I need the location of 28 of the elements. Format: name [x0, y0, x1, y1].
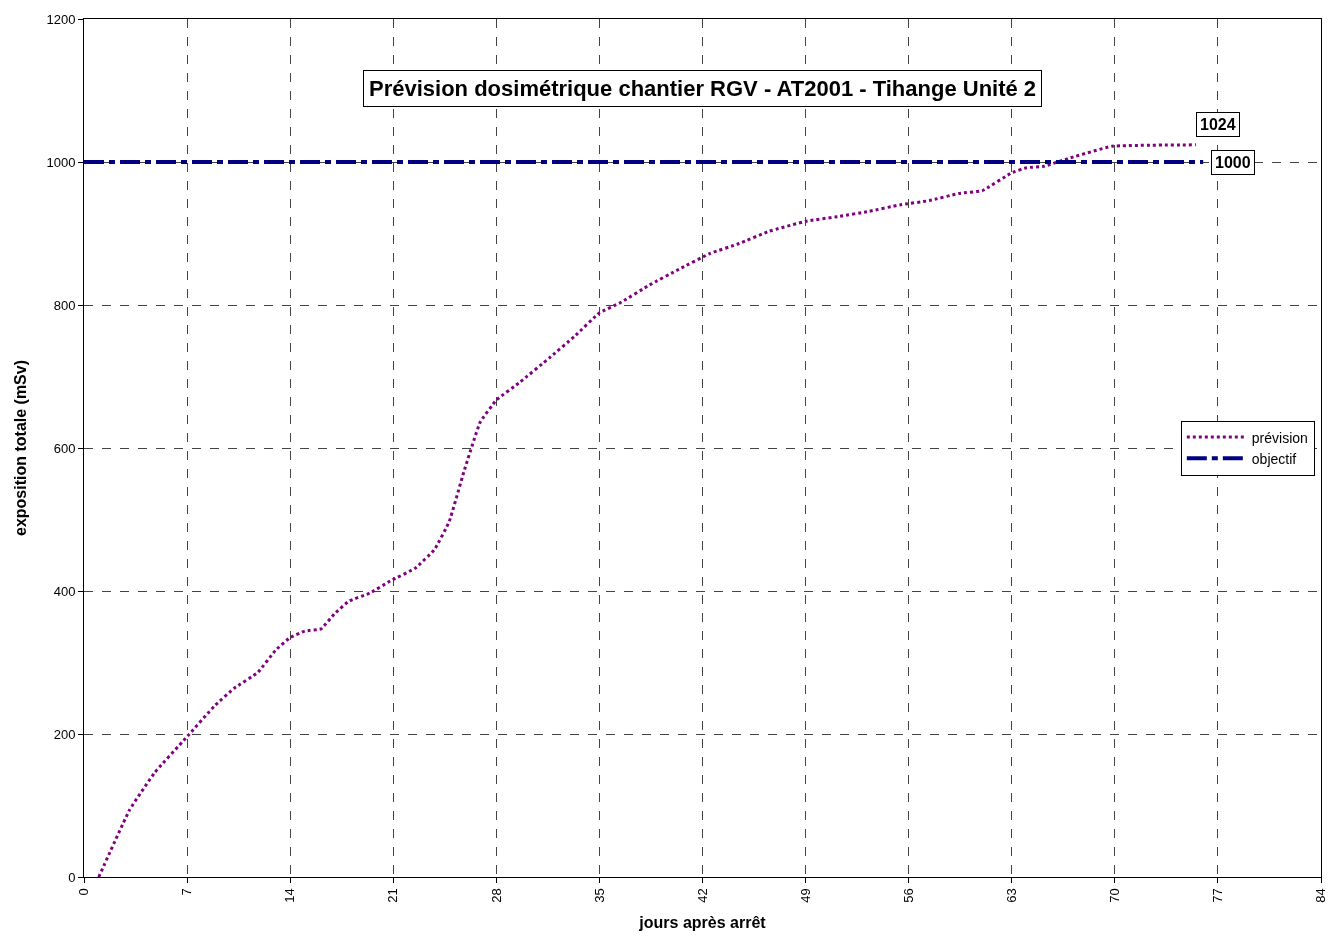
x-tick-label: 63 [1003, 888, 1019, 903]
text: Prévision dosimétrique chantier RGV - AT2001 - Tihange Unité 2 [369, 76, 1037, 101]
y-tick-label: 600 [53, 440, 76, 456]
y-tick-label: 200 [53, 726, 76, 742]
legend-label: objectif [1251, 450, 1297, 467]
x-tick-label: 49 [797, 888, 813, 903]
x-tick-label: 7 [179, 888, 195, 896]
line-series [97, 143, 1198, 877]
x-tick-label: 56 [900, 888, 916, 903]
y-tick-label: 800 [53, 297, 76, 313]
x-tick-label: 84 [1313, 888, 1329, 903]
x-tick-label: 77 [1210, 888, 1226, 903]
x-tick-label: 21 [385, 888, 401, 903]
y-tick-label: 1200 [46, 11, 76, 27]
y-tick-label: 0 [68, 869, 76, 885]
x-tick-label: 35 [591, 888, 607, 903]
y-tick-label: 400 [53, 583, 76, 599]
legend-label: prévision [1251, 429, 1308, 446]
x-tick-label: 42 [694, 888, 710, 903]
annotation: 1000 [1215, 154, 1251, 171]
x-tick-label: 28 [488, 888, 504, 903]
x-tick-label: 0 [76, 888, 92, 896]
x-tick-label: 14 [282, 888, 298, 903]
y-axis-title: exposition totale (mSv) [12, 359, 30, 537]
y-tick-label: 1000 [46, 154, 76, 170]
x-axis-title: jours après arrêt [638, 914, 767, 932]
x-tick-label: 70 [1107, 888, 1123, 903]
annotation: 1024 [1200, 116, 1236, 133]
